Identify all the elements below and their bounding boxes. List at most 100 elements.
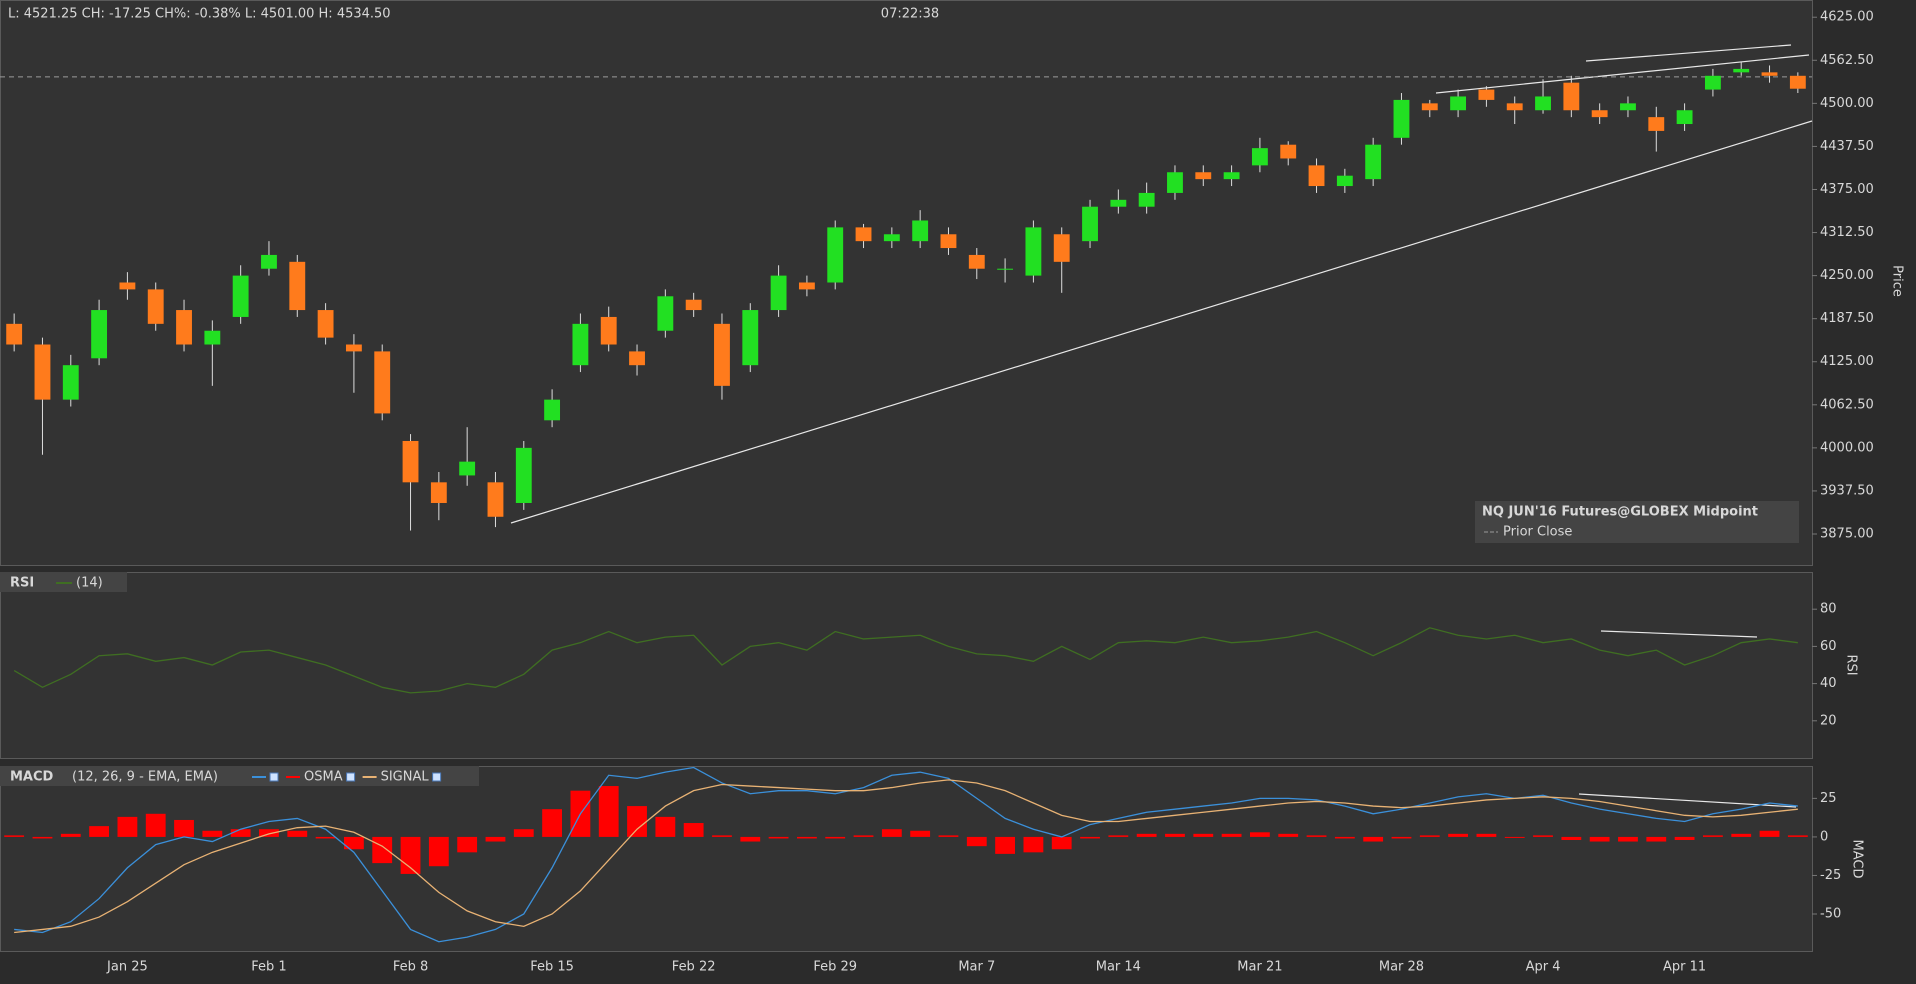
x-tick-label: Mar 7 [958,960,995,975]
y-axis-title: Price [1890,265,1905,297]
candle-body [62,365,79,400]
y-tick-label: 4250.00 [1820,268,1874,283]
candle-body [770,275,787,311]
y-tick-label: 20 [1820,713,1837,728]
osma-bar [1136,833,1157,837]
panel-title: RSI [10,576,34,591]
osma-bar [230,829,251,837]
candle-body [1082,206,1098,242]
candle-body [940,234,957,249]
clock: 07:22:38 [881,7,939,22]
osma-bar [712,835,732,837]
legend-checkbox [269,772,279,782]
osma-bar [825,836,846,839]
panel-subtitle: (12, 26, 9 - EMA, EMA) [72,770,218,785]
osma-bar [881,829,902,837]
osma-bar [343,836,364,850]
candle-body [289,261,306,311]
candle-body [544,399,561,421]
osma-bar [1334,836,1355,839]
candle-body [1591,110,1608,118]
osma-bar [1787,835,1808,837]
candle-body [572,323,589,366]
osma-bar [995,836,1016,854]
y-tick-label: 4000.00 [1820,440,1874,455]
candle-body [317,310,334,338]
candle-body [798,282,815,290]
osma-bar [627,806,647,837]
trend-line [1435,54,1810,94]
y-tick-label: 80 [1820,602,1837,617]
price-panel [0,0,1813,566]
osma-bar [655,816,676,837]
y-tick-label: 0 [1820,829,1828,844]
osma-bar [457,836,478,853]
osma-bar [853,835,874,837]
candle-body [1195,172,1212,180]
candle-body [204,330,221,345]
candle-body [1365,144,1382,180]
osma-bar [1759,830,1780,837]
osma-bar [1618,836,1638,842]
candle-body [1053,234,1070,262]
x-tick-label: Apr 4 [1526,960,1561,975]
osma-bar [1051,836,1072,850]
candle-body [1478,89,1495,100]
legend-item[interactable]: SIGNAL [381,770,430,785]
candle-body [176,310,192,345]
candle-body [685,299,702,311]
osma-bar [938,835,959,837]
candle-body [1506,103,1523,111]
osma-bar [174,819,194,837]
legend-item[interactable]: NQ JUN'16 Futures@GLOBEX Midpoint [1482,505,1758,520]
candle-body [1336,175,1353,187]
y-tick-label: 3875.00 [1820,526,1874,541]
y-tick-label: 4437.50 [1820,139,1874,154]
candle-body [1138,192,1155,207]
y-tick-label: 4562.50 [1820,53,1874,68]
candle-body [1789,75,1806,89]
osma-bar [1589,836,1610,842]
y-tick-label: 4125.00 [1820,354,1874,369]
y-tick-label: 40 [1820,676,1837,691]
y-tick-label: 4062.50 [1820,397,1874,412]
osma-bar [740,836,761,842]
osma-bar [1363,836,1384,842]
price-legend [1475,501,1799,543]
osma-bar [89,826,110,837]
candle-body [402,440,419,483]
osma-bar [796,836,817,839]
osma-bar [145,813,166,837]
osma-bar [513,829,534,837]
legend-item: (14) [76,576,103,591]
x-tick-label: Feb 15 [530,960,574,975]
candle-body [600,316,617,345]
candle-body [6,323,23,345]
osma-bar [1674,836,1695,840]
candle-body [34,344,51,400]
y-tick-label: -25 [1820,868,1841,883]
x-tick-label: Mar 28 [1379,960,1424,975]
candle-body [1676,110,1693,125]
osma-bar [1306,835,1327,837]
candle-body [1761,72,1778,76]
legend-item[interactable]: Prior Close [1503,525,1572,540]
x-tick-label: Feb 29 [813,960,857,975]
y-axis-title: RSI [1844,654,1859,675]
trend-line [510,120,1813,524]
candle-body [912,220,929,242]
candle-body [459,461,476,476]
candle-body [1648,117,1665,131]
osma-bar [60,833,81,837]
x-tick-label: Feb 1 [251,960,286,975]
candle-body [1167,172,1183,193]
candle-body [1308,165,1325,187]
legend-item[interactable]: OSMA [304,770,343,785]
osma-bar [1646,836,1667,842]
candle-body [345,344,362,352]
osma-bar [32,836,53,839]
candle-body [968,254,985,269]
candle-body [1704,75,1721,90]
candle-body [232,275,249,317]
candle-body [119,282,136,290]
